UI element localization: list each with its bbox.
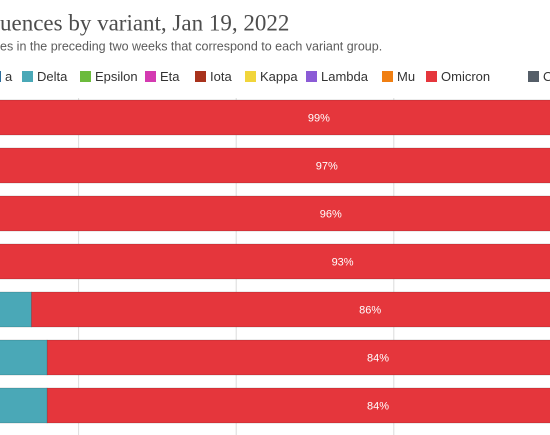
bar-segment [46, 339, 550, 376]
bar-segment [46, 387, 550, 424]
data-label: 96% [320, 208, 342, 220]
bar-segment [0, 99, 550, 136]
legend-swatch [245, 71, 256, 82]
data-label: 99% [308, 112, 330, 124]
data-label: 97% [316, 160, 338, 172]
data-label: 86% [359, 304, 381, 316]
bar-segment [0, 243, 550, 280]
legend-swatch [0, 71, 1, 82]
legend-label: Epsilon [95, 69, 138, 84]
legend-label: Eta [160, 69, 180, 84]
legend-swatch [145, 71, 156, 82]
legend-swatch [306, 71, 317, 82]
legend-label: Kappa [260, 69, 298, 84]
legend-label: Other [543, 69, 550, 84]
data-label: 84% [367, 400, 389, 412]
bars: 99% 97% 96% 93% 86% 84% 84% [0, 99, 550, 424]
chart-title: uences by variant, Jan 19, 2022 [0, 10, 289, 35]
legend-label: Delta [37, 69, 68, 84]
data-label: 93% [332, 256, 354, 268]
legend-label: Omicron [441, 69, 490, 84]
legend-swatch [382, 71, 393, 82]
legend-swatch [22, 71, 33, 82]
bar-segment [31, 291, 550, 328]
data-label: 84% [367, 352, 389, 364]
legend-swatch [195, 71, 206, 82]
bar-segment [0, 387, 48, 424]
bar-segment [0, 291, 32, 328]
legend-label: Iota [210, 69, 232, 84]
legend-label: Lambda [321, 69, 369, 84]
bar-segment [0, 147, 550, 184]
legend-swatch [426, 71, 437, 82]
chart-subtitle: es in the preceding two weeks that corre… [0, 39, 382, 53]
bar-segment [0, 195, 550, 232]
legend-label: Mu [397, 69, 415, 84]
legend-swatch [528, 71, 539, 82]
legend: a Delta Epsilon Eta Iota Kappa Lambda Mu Omicron… [0, 69, 550, 84]
bar-segment [0, 339, 48, 376]
legend-swatch [80, 71, 91, 82]
legend-label: a [5, 69, 13, 84]
